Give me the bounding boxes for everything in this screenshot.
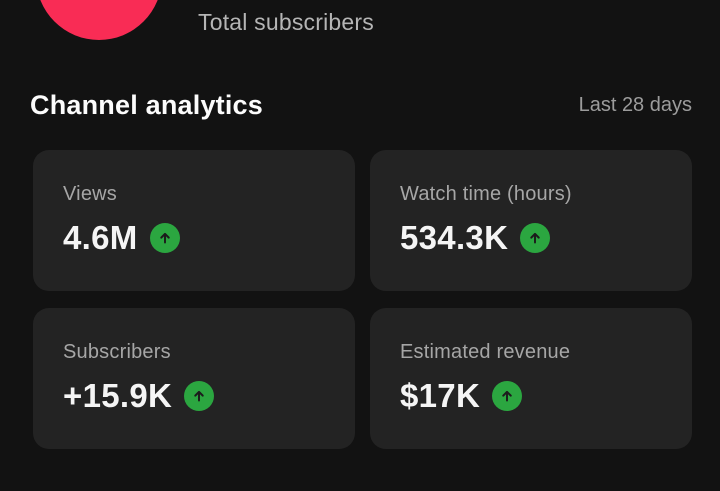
arrow-up-circle-icon [520, 223, 551, 253]
subscriber-avatar-circle [36, 0, 162, 40]
subscribers-card-value-row: +15.9K [63, 378, 327, 414]
analytics-cards-grid: Views 4.6M Watch time (hours) 534.3K [33, 150, 692, 449]
subscribers-card[interactable]: Subscribers +15.9K [33, 308, 355, 449]
total-subscribers-label: Total subscribers [198, 9, 374, 35]
total-subscribers-section: Total subscribers [0, 0, 720, 48]
watch-time-card[interactable]: Watch time (hours) 534.3K [370, 150, 692, 291]
watch-time-card-label: Watch time (hours) [400, 183, 572, 205]
subscribers-card-label: Subscribers [63, 341, 171, 363]
views-card-value: 4.6M [63, 219, 138, 256]
analytics-title: Channel analytics [30, 90, 263, 120]
views-card-value-row: 4.6M [63, 220, 327, 256]
estimated-revenue-card-value: $17K [400, 377, 481, 414]
estimated-revenue-card-value-row: $17K [400, 378, 664, 414]
views-card-label: Views [63, 183, 117, 205]
watch-time-card-value-row: 534.3K [400, 220, 664, 256]
views-card[interactable]: Views 4.6M [33, 150, 355, 291]
arrow-up-circle-icon [492, 381, 523, 411]
estimated-revenue-card[interactable]: Estimated revenue $17K [370, 308, 692, 449]
estimated-revenue-card-label: Estimated revenue [400, 341, 571, 363]
watch-time-card-value: 534.3K [400, 219, 509, 256]
arrow-up-circle-icon [184, 381, 215, 411]
subscribers-card-value: +15.9K [63, 377, 173, 414]
arrow-up-circle-icon [149, 223, 180, 253]
analytics-period-label: Last 28 days [578, 94, 692, 116]
analytics-header: Channel analytics Last 28 days [30, 88, 692, 122]
